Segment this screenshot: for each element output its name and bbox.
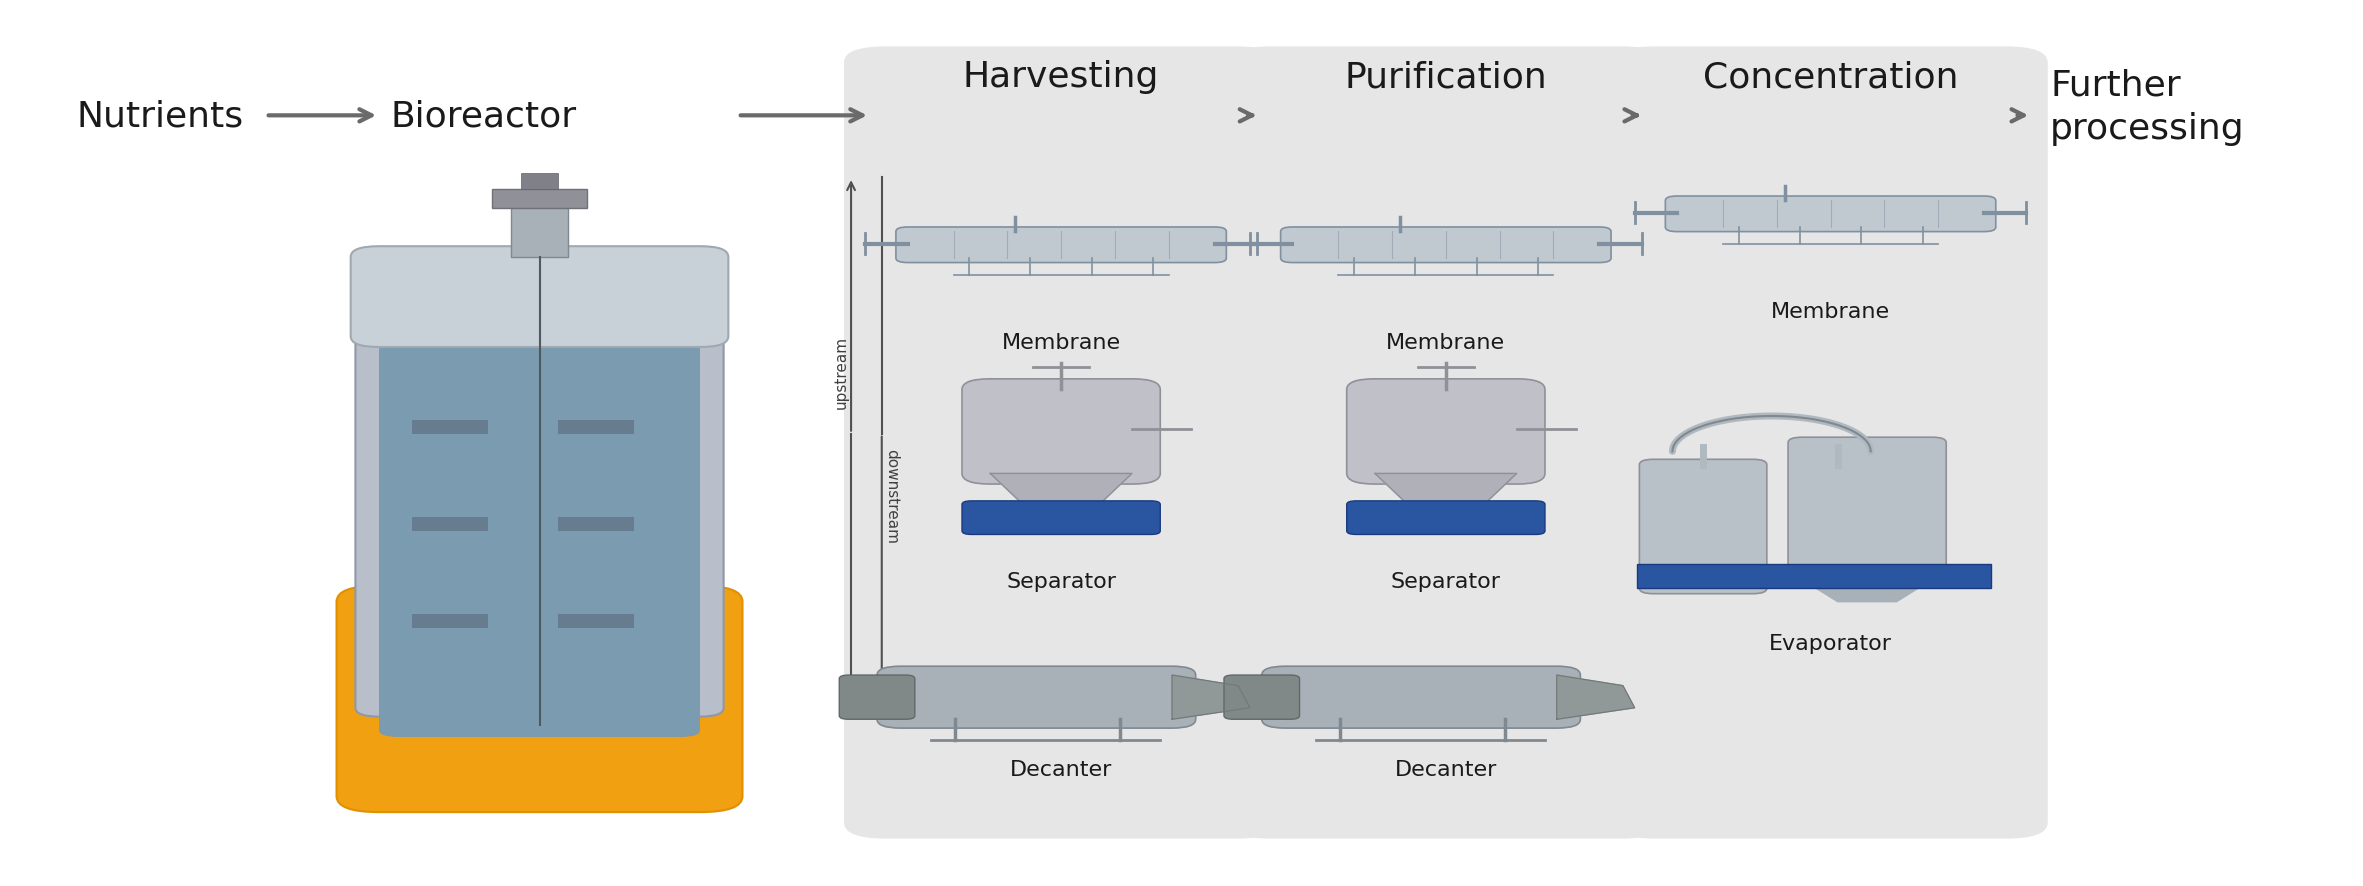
- Text: downstream: downstream: [884, 448, 898, 543]
- FancyBboxPatch shape: [962, 501, 1160, 535]
- Bar: [411, 420, 487, 434]
- FancyBboxPatch shape: [336, 586, 742, 812]
- Text: Further
processing: Further processing: [2051, 69, 2245, 146]
- Bar: [558, 614, 633, 628]
- Text: Decanter: Decanter: [1394, 759, 1498, 779]
- FancyBboxPatch shape: [1229, 47, 1664, 839]
- Text: Purification: Purification: [1345, 60, 1548, 94]
- Text: Evaporator: Evaporator: [1770, 633, 1893, 653]
- FancyBboxPatch shape: [962, 379, 1160, 485]
- Text: Separator: Separator: [1007, 571, 1115, 591]
- FancyBboxPatch shape: [1347, 379, 1545, 485]
- FancyBboxPatch shape: [354, 258, 723, 717]
- Polygon shape: [1172, 675, 1250, 719]
- Polygon shape: [990, 474, 1132, 508]
- Text: Harvesting: Harvesting: [964, 60, 1160, 94]
- FancyBboxPatch shape: [1614, 47, 2049, 839]
- FancyBboxPatch shape: [378, 343, 699, 737]
- FancyBboxPatch shape: [1789, 438, 1947, 585]
- Bar: [411, 614, 487, 628]
- FancyBboxPatch shape: [1666, 197, 1997, 232]
- FancyBboxPatch shape: [350, 247, 728, 347]
- Bar: [558, 420, 633, 434]
- FancyBboxPatch shape: [839, 675, 914, 719]
- FancyBboxPatch shape: [1640, 460, 1768, 594]
- Bar: [510, 205, 567, 258]
- Text: Bioreactor: Bioreactor: [390, 99, 577, 133]
- Text: Nutrients: Nutrients: [78, 99, 243, 133]
- Bar: [520, 174, 558, 190]
- Polygon shape: [1375, 474, 1517, 508]
- Text: Separator: Separator: [1392, 571, 1501, 591]
- Text: upstream: upstream: [834, 336, 848, 408]
- FancyBboxPatch shape: [1347, 501, 1545, 535]
- Bar: [558, 517, 633, 532]
- Text: Membrane: Membrane: [1770, 302, 1890, 322]
- Text: Decanter: Decanter: [1009, 759, 1113, 779]
- FancyBboxPatch shape: [1262, 666, 1581, 728]
- FancyBboxPatch shape: [1281, 228, 1612, 263]
- FancyBboxPatch shape: [877, 666, 1196, 728]
- Text: Membrane: Membrane: [1002, 332, 1120, 353]
- Text: Membrane: Membrane: [1387, 332, 1505, 353]
- FancyBboxPatch shape: [896, 228, 1226, 263]
- FancyBboxPatch shape: [844, 47, 1278, 839]
- Text: Concentration: Concentration: [1704, 60, 1959, 94]
- FancyBboxPatch shape: [1224, 675, 1300, 719]
- Bar: [492, 190, 586, 209]
- Bar: [411, 517, 487, 532]
- Bar: [1638, 564, 1992, 588]
- Polygon shape: [1557, 675, 1635, 719]
- Polygon shape: [1803, 580, 1933, 602]
